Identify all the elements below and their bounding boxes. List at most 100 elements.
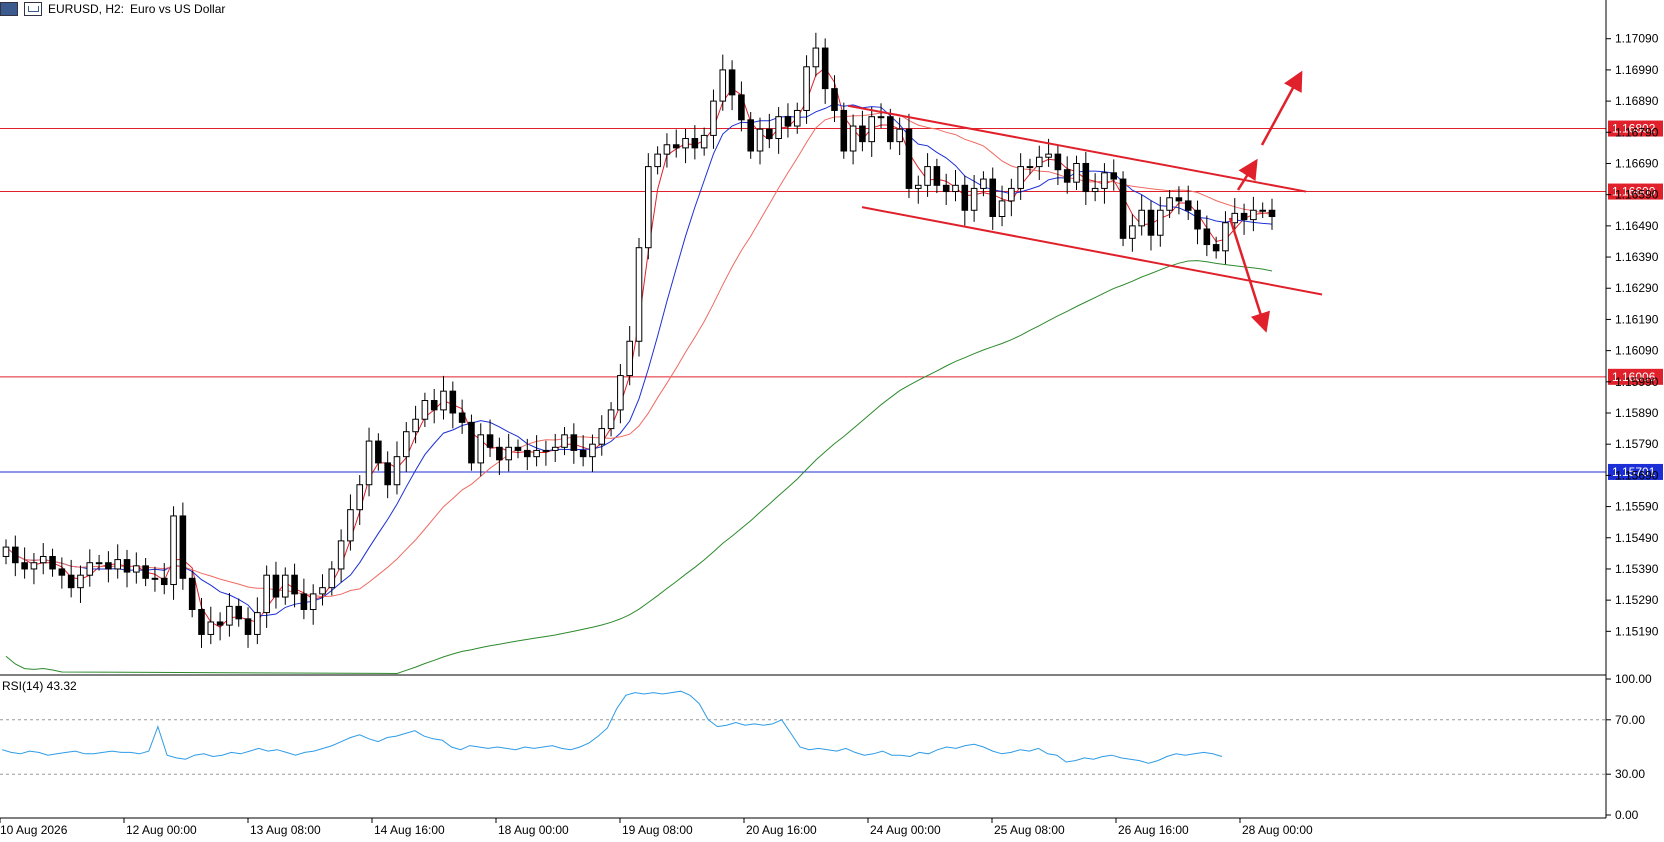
level-price-label: 1.16006 [1612,370,1656,384]
price-tick-label: 1.15190 [1615,624,1659,638]
candle-body [1008,187,1015,202]
candle-body [756,128,764,152]
candle-body [235,605,243,620]
candle-body [766,128,773,140]
arrow-up-short [1236,158,1258,191]
candle-body [970,187,978,211]
candle-body [645,166,652,249]
price-tick-label: 1.16190 [1615,312,1659,326]
time-tick-label: 24 Aug 00:00 [870,823,941,837]
candle-body [672,144,680,149]
candle-body [440,390,447,411]
candle-body [1129,225,1136,239]
candle-body [719,69,727,102]
candle-body [496,446,503,461]
moving-average-line [5,103,1273,617]
descending-channel [847,70,1323,333]
candle-body [700,134,708,149]
candle-body [607,409,615,430]
candle-body [216,621,224,626]
candle-body [486,434,494,448]
time-axis: 10 Aug 2026 12 Aug 00:00 13 Aug 08:00 14 Au… [0,818,1313,837]
level-price-label: 1.16802 [1612,122,1656,136]
candle-body [728,69,736,96]
price-tick-label: 1.16990 [1615,63,1659,77]
price-tick-label: 1.16290 [1615,281,1659,295]
window-icon[interactable] [0,2,18,16]
candle-body [542,449,550,452]
candle-body [67,574,75,589]
candle-body [226,605,233,626]
candle-body [49,555,56,570]
rsi-label: RSI(14) 43.32 [2,679,77,693]
chart-header: EURUSD, H2: Euro vs US Dollar [0,0,225,18]
candle-body [784,116,792,127]
candle-body [1222,222,1229,252]
candle-body [114,559,121,570]
candle-body [95,562,103,565]
candle-body [1231,212,1239,224]
candle-body [859,125,866,143]
price-tick-label: 1.16590 [1615,188,1659,202]
candle-body [663,144,671,155]
rsi-tick-label: 100.00 [1615,672,1652,686]
candle-body [691,138,699,149]
time-tick-label: 14 Aug 16:00 [374,823,445,837]
candle-body [263,574,270,614]
time-tick-label: 12 Aug 00:00 [126,823,197,837]
candle-body [710,100,717,136]
candle-body [514,446,522,451]
moving-averages [5,67,1273,675]
candle-body [412,418,419,433]
candle-body [1194,209,1201,230]
candle-body [207,621,215,635]
price-tick-label: 1.16790 [1615,125,1659,139]
candle-body [561,434,568,448]
candle-body [803,66,810,111]
candle-body [1073,162,1080,183]
rsi-tick-label: 30.00 [1615,767,1645,781]
candle-body [1091,187,1099,193]
candle-body [738,94,745,121]
candle-body [849,125,857,152]
candle-body [179,515,187,579]
candle-body [1212,244,1220,252]
candle-body [635,247,643,342]
candle-body [533,449,540,458]
candle-body [458,412,466,423]
candle-body [570,434,578,451]
price-tick-label: 1.15490 [1615,531,1659,545]
time-tick-label: 28 Aug 00:00 [1242,823,1313,837]
candle-body [840,109,848,152]
candle-body [188,577,196,610]
candle-body [2,546,10,557]
rsi-line [1,690,1223,764]
candle-body [812,47,820,68]
candle-body [356,484,364,511]
candle-body [877,116,885,119]
candle-body [589,443,596,458]
candle-body [952,184,959,193]
candle-body [319,587,326,595]
candle-body [1119,178,1127,239]
candle-body [393,456,401,486]
candle-body [309,593,317,611]
chart-type-icon[interactable] [24,2,42,16]
time-tick-label: 26 Aug 16:00 [1118,823,1189,837]
candle-body [170,515,177,586]
candle-body [579,449,587,458]
candle-body [998,200,1006,217]
candle-body [375,440,382,464]
level-price-tag [1608,368,1663,385]
candle-body [1101,172,1108,189]
price-tick-label: 1.16390 [1615,250,1659,264]
moving-average-line [5,260,1273,675]
candle-body [254,612,261,635]
candle-body [505,446,512,461]
candle-body [105,562,112,570]
candle-body [1017,166,1024,189]
candle-body [198,609,205,635]
candle-body [1054,153,1062,171]
time-tick-label: 20 Aug 16:00 [746,823,817,837]
